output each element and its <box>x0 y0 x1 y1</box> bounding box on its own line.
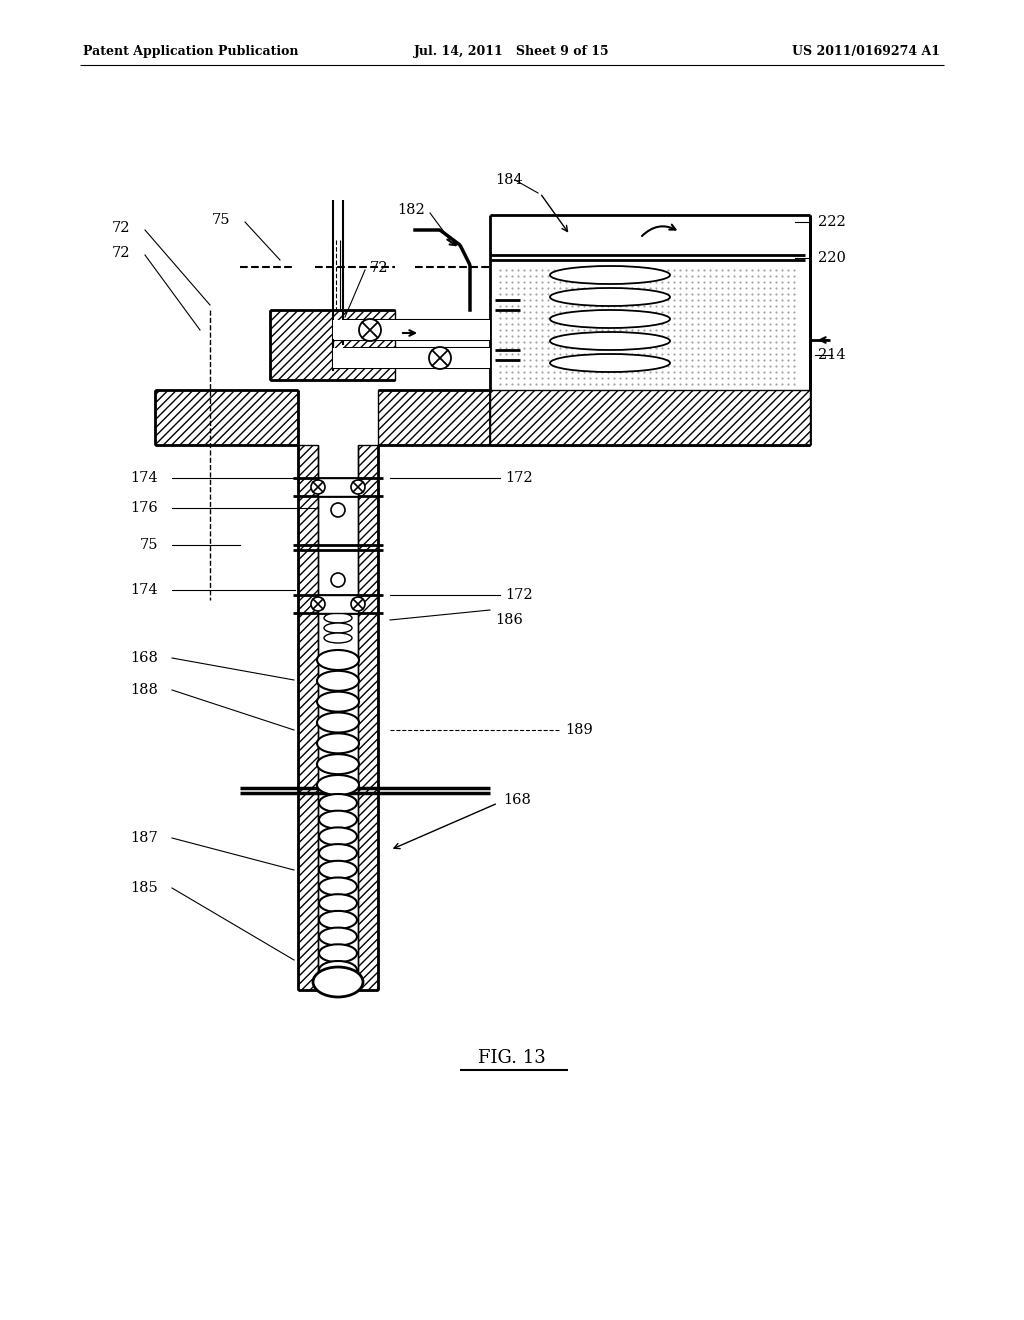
Text: Patent Application Publication: Patent Application Publication <box>83 45 299 58</box>
Text: 174: 174 <box>130 583 158 597</box>
Ellipse shape <box>319 843 357 862</box>
Text: 172: 172 <box>505 587 532 602</box>
Text: 220: 220 <box>818 251 846 265</box>
Ellipse shape <box>550 333 670 350</box>
Text: 186: 186 <box>495 612 523 627</box>
Ellipse shape <box>317 649 359 671</box>
Bar <box>270 310 395 380</box>
Text: 75: 75 <box>212 213 230 227</box>
Text: 188: 188 <box>130 682 158 697</box>
Text: 72: 72 <box>112 246 130 260</box>
Ellipse shape <box>317 775 359 795</box>
Ellipse shape <box>550 288 670 306</box>
Bar <box>298 445 318 990</box>
Text: 189: 189 <box>565 723 593 737</box>
Text: 214: 214 <box>818 348 846 362</box>
Bar <box>378 389 490 445</box>
Bar <box>333 348 490 368</box>
Text: FIG. 13: FIG. 13 <box>478 1049 546 1067</box>
Ellipse shape <box>319 861 357 879</box>
Ellipse shape <box>550 354 670 372</box>
Text: 75: 75 <box>139 539 158 552</box>
Bar <box>318 595 358 612</box>
Ellipse shape <box>550 267 670 284</box>
Ellipse shape <box>317 671 359 690</box>
Text: 185: 185 <box>130 880 158 895</box>
Ellipse shape <box>319 944 357 962</box>
Text: 168: 168 <box>130 651 158 665</box>
Ellipse shape <box>324 634 352 643</box>
Circle shape <box>311 597 325 611</box>
Bar <box>490 389 810 445</box>
Ellipse shape <box>319 878 357 895</box>
Ellipse shape <box>324 612 352 623</box>
Bar <box>358 445 378 990</box>
Bar <box>155 389 298 445</box>
Text: 168: 168 <box>503 793 530 807</box>
Bar <box>333 319 490 341</box>
Ellipse shape <box>313 968 362 997</box>
Ellipse shape <box>317 713 359 733</box>
Ellipse shape <box>550 310 670 327</box>
Text: 72: 72 <box>112 220 130 235</box>
Text: 72: 72 <box>370 261 388 275</box>
Circle shape <box>311 480 325 494</box>
Ellipse shape <box>317 692 359 711</box>
Bar <box>318 478 358 496</box>
Circle shape <box>331 573 345 587</box>
Text: 182: 182 <box>397 203 425 216</box>
Ellipse shape <box>317 734 359 754</box>
Text: 187: 187 <box>130 832 158 845</box>
Ellipse shape <box>324 623 352 634</box>
Circle shape <box>351 597 365 611</box>
Text: 222: 222 <box>818 215 846 228</box>
Ellipse shape <box>319 894 357 912</box>
Ellipse shape <box>319 911 357 929</box>
Text: 184: 184 <box>495 173 522 187</box>
Circle shape <box>351 480 365 494</box>
Text: 176: 176 <box>130 502 158 515</box>
Ellipse shape <box>319 795 357 812</box>
Text: 172: 172 <box>505 471 532 484</box>
Circle shape <box>331 503 345 517</box>
Ellipse shape <box>319 810 357 829</box>
Ellipse shape <box>319 828 357 845</box>
Text: 174: 174 <box>130 471 158 484</box>
Ellipse shape <box>319 961 357 979</box>
Text: US 2011/0169274 A1: US 2011/0169274 A1 <box>792 45 940 58</box>
Circle shape <box>429 347 451 370</box>
Circle shape <box>359 319 381 341</box>
Text: Jul. 14, 2011   Sheet 9 of 15: Jul. 14, 2011 Sheet 9 of 15 <box>414 45 610 58</box>
Ellipse shape <box>319 928 357 945</box>
Ellipse shape <box>317 754 359 774</box>
